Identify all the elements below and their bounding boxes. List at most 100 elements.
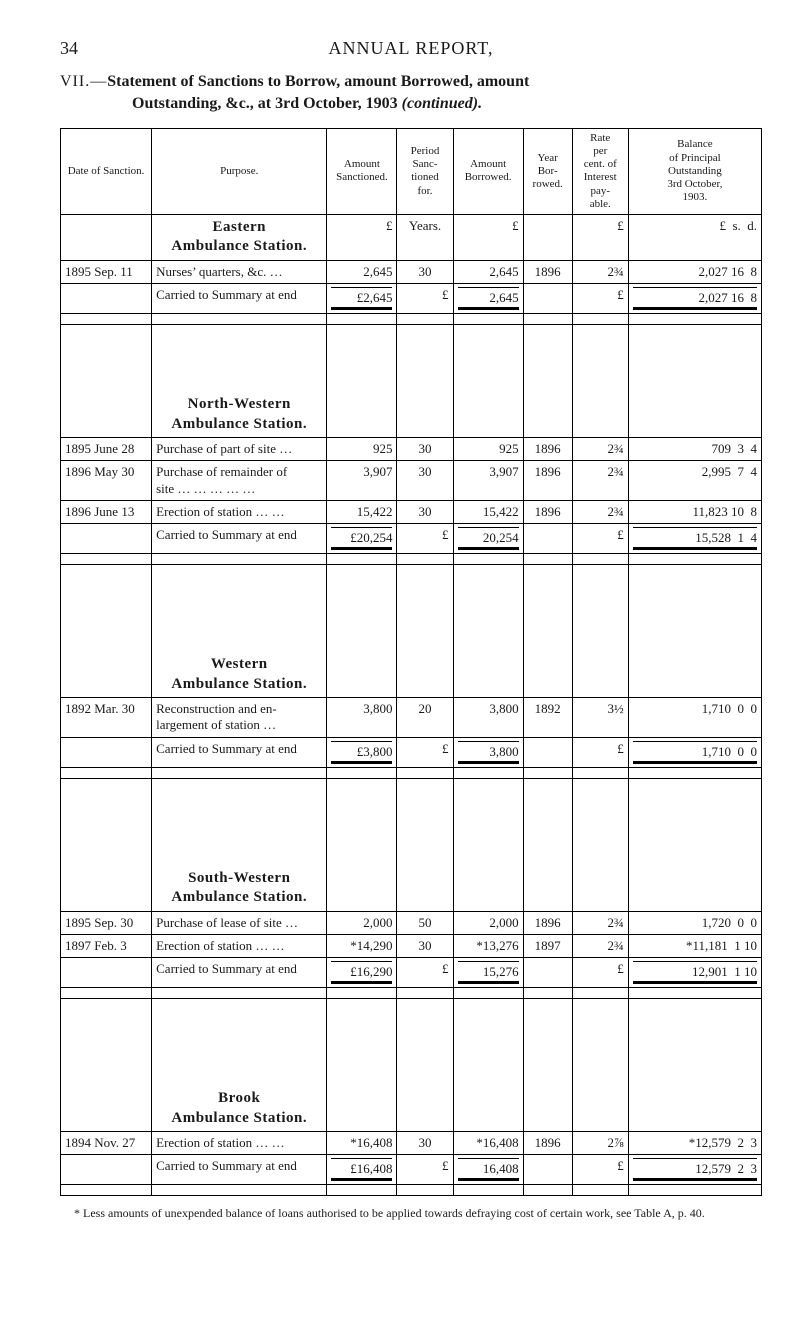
- cell-carry-label: Carried to Summary at end: [152, 958, 327, 988]
- cell-period: 30: [397, 934, 453, 957]
- cell-balance: 2,027 16 8: [628, 260, 761, 283]
- cell-empty: [453, 999, 523, 1132]
- cell-purpose: Purchase of remainder of site … … … … …: [152, 461, 327, 501]
- cell-period: 30: [397, 1132, 453, 1155]
- cell-period: 30: [397, 438, 453, 461]
- cell-balance: 2,995 7 4: [628, 461, 761, 501]
- cell-empty: [523, 325, 572, 438]
- station-name: South-Western Ambulance Station.: [152, 778, 327, 911]
- cell-empty: [628, 999, 761, 1132]
- footnote: * Less amounts of unexpended balance of …: [60, 1206, 762, 1222]
- cell-balance: *12,579 2 3: [628, 1132, 761, 1155]
- cell-empty: [572, 325, 628, 438]
- unit-years: Years.: [397, 214, 453, 260]
- cell-balance: 11,823 10 8: [628, 500, 761, 523]
- cell-carry-rate: £: [572, 737, 628, 767]
- cell-carry-balance: 12,901 1 10: [628, 958, 761, 988]
- cell-empty: [61, 1155, 152, 1185]
- cell-empty: [327, 325, 397, 438]
- table-row: 1896 May 30Purchase of remainder of site…: [61, 461, 762, 501]
- cell-date: 1896 June 13: [61, 500, 152, 523]
- station-name: Brook Ambulance Station.: [152, 999, 327, 1132]
- cell-carry-balance: 15,528 1 4: [628, 524, 761, 554]
- section-title: VII.—Statement of Sanctions to Borrow, a…: [60, 71, 762, 116]
- cell-empty: [572, 565, 628, 698]
- station-name: Eastern Ambulance Station.: [152, 214, 327, 260]
- sanctions-table: Date of Sanction. Purpose. Amount Sancti…: [60, 128, 762, 1197]
- cell-rate: 2¾: [572, 911, 628, 934]
- cell-rate: 2¾: [572, 461, 628, 501]
- cell-empty: [523, 1155, 572, 1185]
- cell-purpose: Erection of station … …: [152, 934, 327, 957]
- cell-rate: 3½: [572, 698, 628, 738]
- cell-date: 1894 Nov. 27: [61, 1132, 152, 1155]
- cell-date: 1895 June 28: [61, 438, 152, 461]
- cell-empty: [453, 778, 523, 911]
- cell-empty: [397, 999, 453, 1132]
- section-continued: (continued).: [402, 95, 482, 112]
- cell-empty: [523, 958, 572, 988]
- unit-pound: £: [453, 214, 523, 260]
- cell-empty: [628, 565, 761, 698]
- cell-empty: [523, 524, 572, 554]
- cell-empty: [61, 958, 152, 988]
- unit-lsd: £ s. d.: [628, 214, 761, 260]
- cell-carry-label: Carried to Summary at end: [152, 1155, 327, 1185]
- cell-carry-period: £: [397, 1155, 453, 1185]
- cell-carry-period: £: [397, 524, 453, 554]
- report-title: ANNUAL REPORT,: [100, 38, 722, 59]
- table-row: 1894 Nov. 27Erection of station … …*16,4…: [61, 1132, 762, 1155]
- cell-amt-sanc: 3,907: [327, 461, 397, 501]
- cell-date: 1895 Sep. 11: [61, 260, 152, 283]
- table-row: 1897 Feb. 3Erection of station … …*14,29…: [61, 934, 762, 957]
- carry-row: Carried to Summary at end£2,645£2,645£2,…: [61, 284, 762, 314]
- station-name: North-Western Ambulance Station.: [152, 325, 327, 438]
- cell-carry-rate: £: [572, 524, 628, 554]
- unit-pound: £: [572, 214, 628, 260]
- table-row: 1895 June 28Purchase of part of site …92…: [61, 438, 762, 461]
- cell-rate: 2¾: [572, 438, 628, 461]
- page-header: 34 ANNUAL REPORT,: [60, 38, 762, 59]
- cell-date: 1895 Sep. 30: [61, 911, 152, 934]
- cell-empty: [397, 565, 453, 698]
- section-title-line1: Statement of Sanctions to Borrow, amount…: [107, 73, 529, 90]
- cell-empty: [397, 778, 453, 911]
- cell-empty: [453, 325, 523, 438]
- cell-purpose: Erection of station … …: [152, 500, 327, 523]
- cell-empty: [523, 565, 572, 698]
- cell-carry-amt-sanc: £2,645: [327, 284, 397, 314]
- cell-carry-amt-borr: 2,645: [453, 284, 523, 314]
- cell-amt-borr: 3,907: [453, 461, 523, 501]
- station-head-row: Eastern Ambulance Station.£Years.£££ s. …: [61, 214, 762, 260]
- cell-carry-amt-sanc: £3,800: [327, 737, 397, 767]
- cell-carry-rate: £: [572, 284, 628, 314]
- cell-empty: [327, 565, 397, 698]
- cell-empty: [61, 565, 152, 698]
- cell-amt-sanc: 2,645: [327, 260, 397, 283]
- cell-year: 1896: [523, 461, 572, 501]
- carry-row: Carried to Summary at end£3,800£3,800£1,…: [61, 737, 762, 767]
- cell-balance: 709 3 4: [628, 438, 761, 461]
- cell-purpose: Nurses’ quarters, &c. …: [152, 260, 327, 283]
- cell-empty: [61, 999, 152, 1132]
- cell-period: 30: [397, 500, 453, 523]
- cell-carry-balance: 1,710 0 0: [628, 737, 761, 767]
- table-head: Date of Sanction. Purpose. Amount Sancti…: [61, 128, 762, 214]
- cell-amt-sanc: 3,800: [327, 698, 397, 738]
- cell-year: 1897: [523, 934, 572, 957]
- cell-purpose: Reconstruction and en- largement of stat…: [152, 698, 327, 738]
- cell-empty: [61, 325, 152, 438]
- cell-period: 30: [397, 260, 453, 283]
- cell-date: 1897 Feb. 3: [61, 934, 152, 957]
- cell-empty: [628, 325, 761, 438]
- cell-empty: [523, 284, 572, 314]
- cell-purpose: Purchase of lease of site …: [152, 911, 327, 934]
- cell-year: 1896: [523, 438, 572, 461]
- station-head-row: South-Western Ambulance Station.: [61, 778, 762, 911]
- cell-amt-sanc: *16,408: [327, 1132, 397, 1155]
- col-balance: Balance of Principal Outstanding 3rd Oct…: [628, 128, 761, 214]
- cell-year: 1896: [523, 911, 572, 934]
- col-amt-sanc: Amount Sanctioned.: [327, 128, 397, 214]
- cell-carry-amt-sanc: £16,290: [327, 958, 397, 988]
- cell-carry-amt-sanc: £20,254: [327, 524, 397, 554]
